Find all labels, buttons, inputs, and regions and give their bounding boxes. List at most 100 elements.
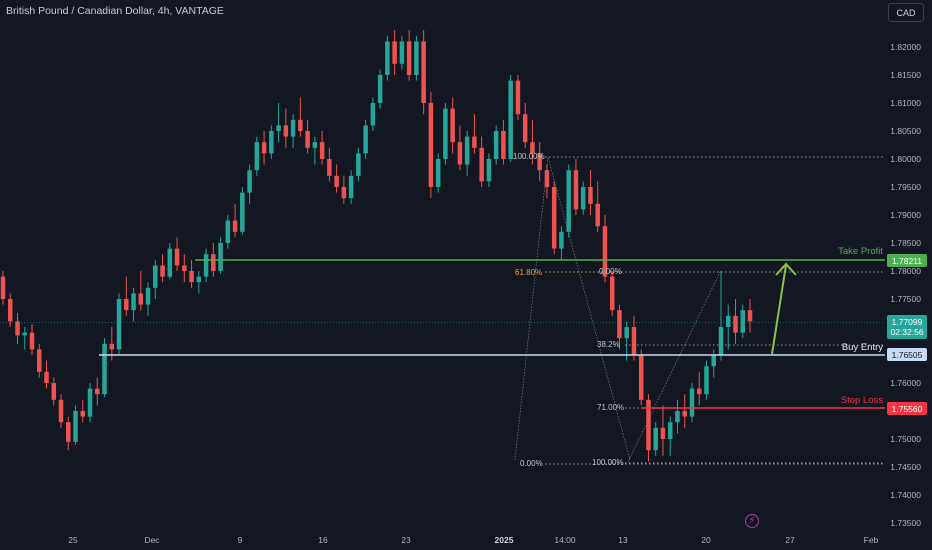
fib-retracement-left[interactable]: 100.00% 61.80% 0.00% [513,152,885,468]
candle-77 [559,226,564,260]
candle-67 [486,153,492,187]
candle-body [37,349,42,372]
candle-body [182,265,187,271]
candle-body [704,366,709,395]
candle-52 [377,69,383,109]
candle-7 [51,377,57,406]
candle-89 [646,394,651,462]
candle-body [515,80,521,115]
price-tick-12: 1.76000 [890,378,921,388]
candle-body [667,422,673,439]
candle-20 [145,282,151,316]
candle-19 [138,271,144,311]
candle-body [718,327,724,355]
candle-body [312,142,318,148]
lightning-icon[interactable]: ⚡ [745,514,759,528]
projection-arrow[interactable] [771,262,797,355]
candle-body [225,220,231,243]
fib-right-trendline [627,271,721,463]
candle-51 [370,97,376,131]
candle-body [102,343,107,395]
buy-entry-badge-text: 1.76505 [892,350,923,360]
fib-right-label-382: 38.2% [597,340,620,349]
candle-4 [29,324,35,355]
candle-65 [472,114,477,154]
fib-retracement-right[interactable]: 0.00% 38.2% 71.00% 100.00% [592,267,885,467]
candle-body [80,411,86,417]
candle-body [109,343,115,350]
candle-body [631,327,637,355]
candle-26 [189,259,194,288]
candle-3 [22,327,28,350]
price-tick-17: 1.73500 [890,518,921,528]
candle-body [421,41,426,103]
candle-body [87,388,93,417]
price-tick-1: 1.81500 [890,70,921,80]
candle-body [646,399,651,451]
candle-54 [392,30,397,75]
candle-81 [588,170,593,215]
candle-71 [515,75,521,120]
candle-21 [153,259,158,299]
candle-17 [124,276,129,316]
candle-101 [733,299,738,344]
candle-body [406,41,412,75]
candle-body [276,125,281,131]
candle-body [73,411,78,442]
price-tick-4: 1.80000 [890,154,921,164]
candle-body [341,187,347,199]
candle-body [377,75,383,103]
time-tick-7: 13 [618,535,628,545]
candle-59 [428,91,434,199]
candle-9 [66,416,71,451]
candle-body [327,159,332,176]
plot-area[interactable]: 100.00% 61.80% 0.00% 0.00% 38.2% 71.00% … [0,30,885,468]
candle-43 [312,136,318,165]
currency-button[interactable]: CAD [888,3,924,22]
fib-left-label-100: 100.00% [513,152,545,161]
stop-loss-badge-bg [887,402,927,415]
fib-right-label-0: 0.00% [599,267,622,276]
candle-41 [298,97,303,137]
candle-10 [73,405,78,445]
candle-body [414,41,419,75]
time-tick-10: Feb [864,535,879,545]
candle-body [711,355,716,367]
candle-62 [450,97,455,154]
candle-body [537,153,542,171]
candle-72 [522,103,528,148]
candle-37 [269,125,274,159]
candle-body [682,411,687,417]
take-profit-level[interactable]: Take Profit [195,246,885,261]
candle-body [588,187,593,204]
bar-countdown-text: 02:32:56 [890,327,923,337]
candle-body [95,388,100,395]
candle-body [334,175,339,187]
candle-body [8,299,13,322]
candle-body [211,254,216,271]
take-profit-badge-text: 1.78211 [892,256,922,266]
candle-83 [602,215,608,283]
candle-body [203,254,209,277]
candle-55 [399,35,405,70]
candle-body [508,80,513,159]
price-axis[interactable]: 1.82000 1.81500 1.81000 1.80500 1.80000 1.795… [887,42,927,528]
candle-body [124,299,129,311]
candle-body [232,220,238,232]
candle-body [501,131,506,159]
time-tick-3: 16 [318,535,328,545]
take-profit-label: Take Profit [838,246,883,257]
candle-body [747,310,753,322]
time-axis[interactable]: 25 Dec 9 16 23 2025 14:00 13 20 27 Feb [68,535,878,545]
candle-60 [435,153,441,193]
fib-right-label-71: 71.00% [597,403,624,412]
candle-body [522,114,528,143]
candle-body [602,226,608,277]
stop-loss-level[interactable]: Stop Loss [642,395,885,409]
time-tick-8: 20 [701,535,711,545]
candle-body [44,371,49,383]
candle-body [145,287,151,305]
candle-33 [240,187,245,235]
buy-entry-level[interactable]: Buy Entry [99,342,885,356]
